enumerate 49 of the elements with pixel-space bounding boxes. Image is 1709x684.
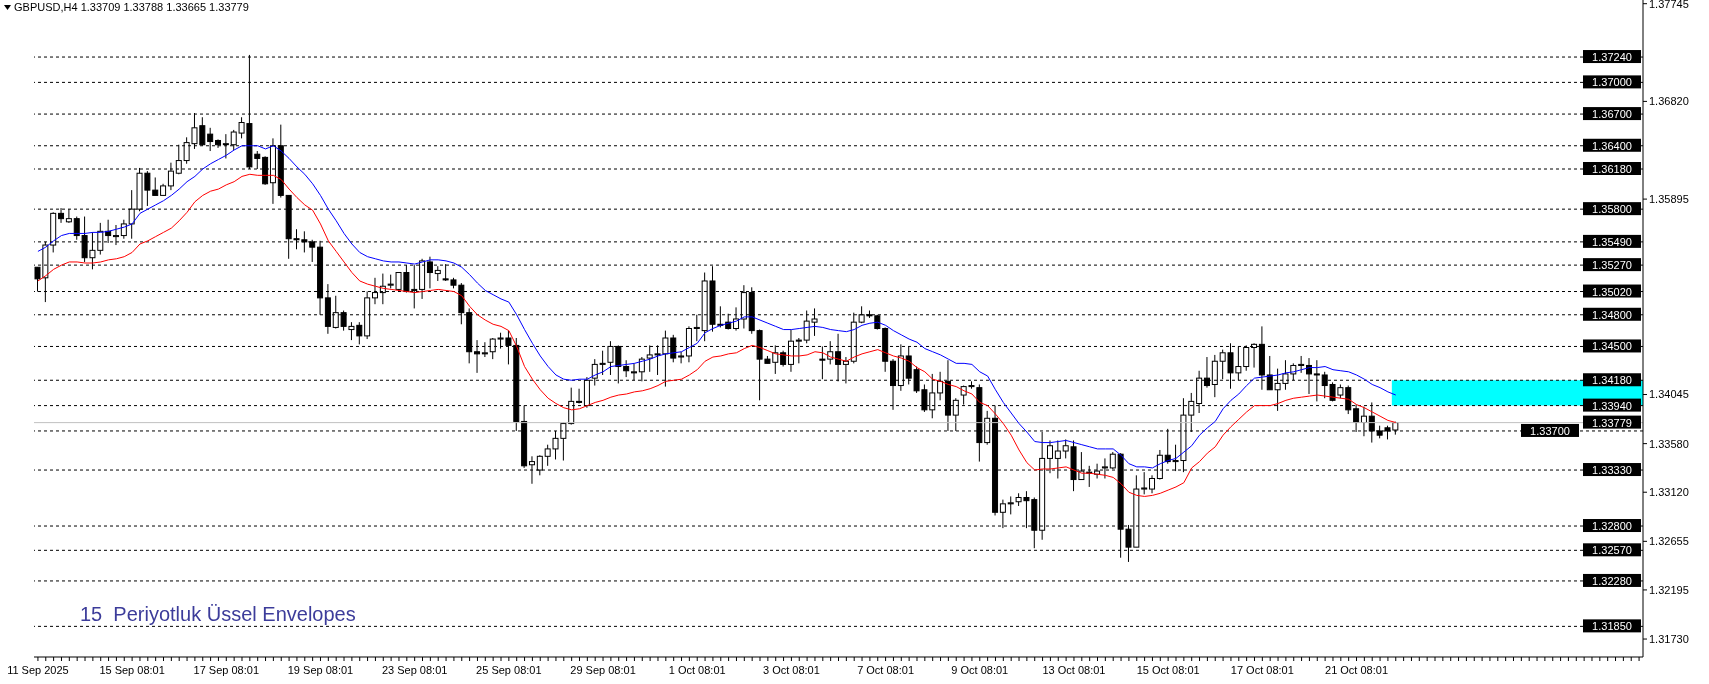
ref-line-label: 1.32280 bbox=[1592, 574, 1632, 587]
x-tick-label: 1 Oct 08:01 bbox=[668, 664, 726, 676]
ref-line-label: 1.35020 bbox=[1592, 285, 1632, 298]
ref-line-label: 1.34500 bbox=[1592, 340, 1632, 353]
x-tick-label: 3 Oct 08:01 bbox=[762, 664, 820, 676]
y-tick-label: 1.36820 bbox=[1649, 95, 1689, 108]
x-tick-label: 23 Sep 08:01 bbox=[381, 664, 448, 676]
ref-line-label: 1.36180 bbox=[1592, 163, 1632, 175]
ref-line-label: 1.35490 bbox=[1592, 235, 1632, 248]
ref-line-label: 1.36400 bbox=[1592, 139, 1632, 152]
x-tick-label: 19 Sep 08:01 bbox=[287, 664, 354, 676]
y-tick-label: 1.34045 bbox=[1649, 388, 1689, 401]
annotation: 15 Periyotluk Üssel Envelopes bbox=[80, 603, 356, 626]
chart-title: GBPUSD,H4 1.33709 1.33788 1.33665 1.33779 bbox=[14, 1, 249, 13]
y-tick-label: 1.33120 bbox=[1649, 486, 1689, 499]
x-tick-label: 15 Oct 08:01 bbox=[1136, 664, 1200, 676]
candlestick bbox=[678, 351, 685, 364]
x-tick-label: 17 Oct 08:01 bbox=[1230, 664, 1294, 676]
ref-line-label: 1.34180 bbox=[1592, 374, 1632, 387]
x-tick-label: 13 Oct 08:01 bbox=[1042, 664, 1106, 676]
x-tick-label: 25 Sep 08:01 bbox=[476, 664, 542, 676]
x-tick-label: 21 Oct 08:01 bbox=[1325, 664, 1389, 676]
y-tick-label: 1.33580 bbox=[1649, 437, 1689, 450]
candlestick bbox=[576, 388, 583, 404]
x-tick-label: 11 Sep 2025 bbox=[7, 664, 69, 676]
x-tick-label: 7 Oct 08:01 bbox=[857, 664, 915, 676]
ref-line-label: 1.33940 bbox=[1592, 399, 1632, 412]
x-tick-label: 15 Sep 08:01 bbox=[99, 664, 165, 676]
ref-line-label: 1.33330 bbox=[1592, 464, 1632, 477]
ref-line-label: 1.37000 bbox=[1592, 76, 1632, 89]
ref-line-label: 1.35270 bbox=[1592, 259, 1632, 272]
ref-line-label: 1.34800 bbox=[1592, 308, 1632, 321]
line-series bbox=[37, 145, 1397, 469]
ref-line-label: 1.33700 bbox=[1530, 424, 1570, 437]
x-tick-label: 29 Sep 08:01 bbox=[570, 664, 636, 676]
y-tick-label: 1.37745 bbox=[1649, 0, 1689, 10]
x-tick-label: 17 Sep 08:01 bbox=[193, 664, 260, 676]
ref-line-label: 1.33779 bbox=[1592, 416, 1632, 429]
y-tick-label: 1.32655 bbox=[1649, 535, 1689, 548]
y-tick-label: 1.31730 bbox=[1649, 632, 1689, 645]
ref-line-label: 1.31850 bbox=[1592, 620, 1632, 633]
y-tick-label: 1.35895 bbox=[1649, 193, 1689, 206]
y-tick-label: 1.32195 bbox=[1649, 583, 1689, 596]
x-tick-label: 9 Oct 08:01 bbox=[951, 664, 1009, 676]
ref-line-label: 1.35800 bbox=[1592, 203, 1632, 216]
ref-line-label: 1.37240 bbox=[1592, 51, 1632, 64]
ref-line-label: 1.32570 bbox=[1592, 544, 1632, 557]
ref-line-label: 1.36700 bbox=[1592, 108, 1632, 121]
ref-line-label: 1.32800 bbox=[1592, 520, 1632, 533]
